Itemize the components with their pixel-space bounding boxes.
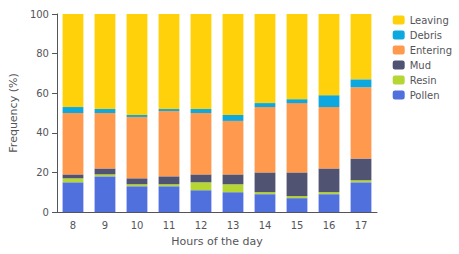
svg-text:Entering: Entering bbox=[410, 45, 452, 56]
svg-text:60: 60 bbox=[36, 88, 49, 99]
svg-text:15: 15 bbox=[291, 220, 304, 231]
svg-text:40: 40 bbox=[36, 127, 49, 138]
svg-text:9: 9 bbox=[102, 220, 108, 231]
svg-text:Debris: Debris bbox=[410, 30, 442, 41]
svg-text:Resin: Resin bbox=[410, 75, 437, 86]
svg-text:20: 20 bbox=[36, 167, 49, 178]
svg-text:16: 16 bbox=[323, 220, 336, 231]
svg-text:13: 13 bbox=[227, 220, 240, 231]
svg-text:0: 0 bbox=[43, 207, 49, 218]
svg-text:10: 10 bbox=[131, 220, 144, 231]
svg-text:Mud: Mud bbox=[410, 60, 431, 71]
svg-text:100: 100 bbox=[30, 9, 49, 20]
svg-text:12: 12 bbox=[195, 220, 208, 231]
svg-text:8: 8 bbox=[70, 220, 76, 231]
svg-text:Frequency (%): Frequency (%) bbox=[7, 73, 20, 152]
svg-text:14: 14 bbox=[259, 220, 272, 231]
svg-text:Hours of the day: Hours of the day bbox=[171, 235, 263, 248]
svg-text:Pollen: Pollen bbox=[410, 90, 440, 101]
svg-text:11: 11 bbox=[163, 220, 176, 231]
svg-text:80: 80 bbox=[36, 48, 49, 59]
svg-text:17: 17 bbox=[355, 220, 368, 231]
svg-text:Leaving: Leaving bbox=[410, 15, 449, 26]
